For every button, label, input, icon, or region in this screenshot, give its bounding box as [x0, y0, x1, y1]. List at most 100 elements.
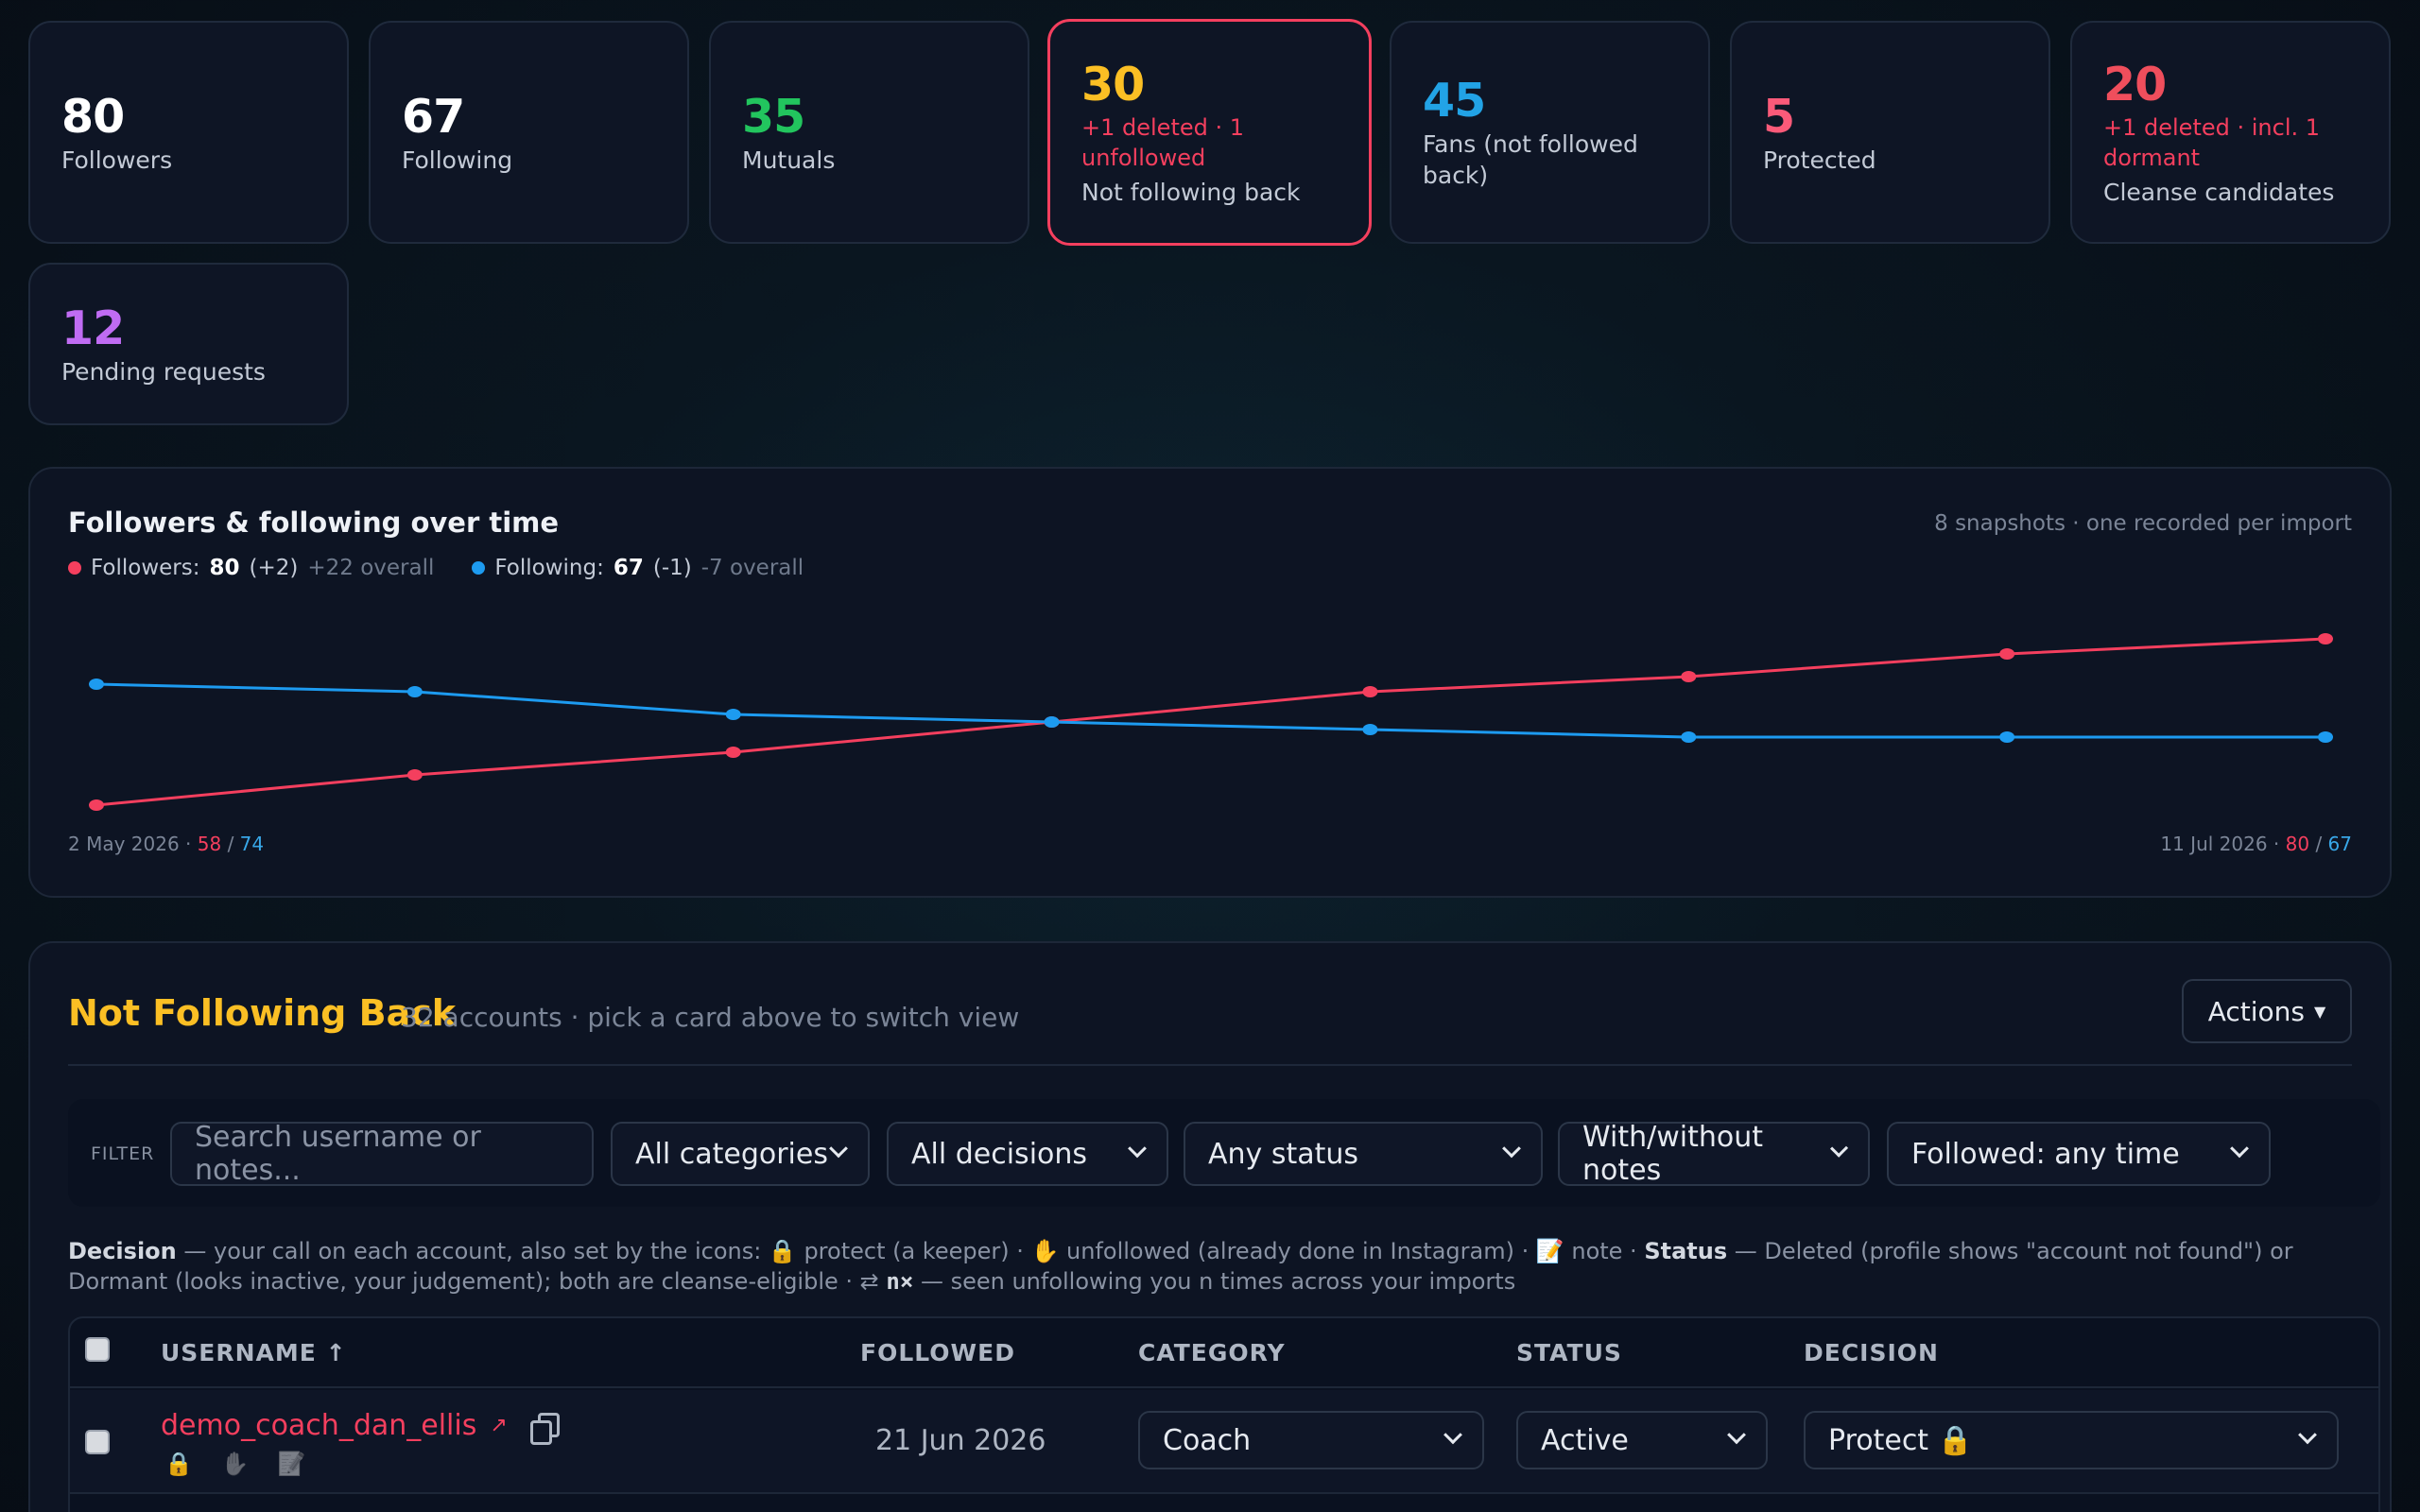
- stat-label: Cleanse candidates: [2103, 178, 2335, 206]
- lock-icon[interactable]: 🔒: [164, 1451, 193, 1477]
- data-point-following: [89, 679, 104, 690]
- hand-icon[interactable]: ✋: [220, 1451, 250, 1477]
- decision-value: Protect 🔒: [1828, 1423, 1973, 1457]
- stat-value: 67: [402, 89, 465, 144]
- not-following-back-panel: Not Following Back 32 accounts · pick a …: [28, 941, 2392, 1512]
- header-decision[interactable]: DECISION: [1804, 1339, 1939, 1366]
- header-username[interactable]: USERNAME ↑: [161, 1339, 347, 1366]
- data-point-followers: [89, 799, 104, 811]
- end-sep: /: [2309, 833, 2328, 855]
- chevron-down-icon: [2230, 1139, 2249, 1159]
- category-filter-value: All categories: [635, 1137, 828, 1171]
- legend-following-label: Following:: [494, 556, 604, 580]
- stat-value: 12: [61, 301, 125, 355]
- divider: [68, 1064, 2352, 1066]
- header-category[interactable]: CATEGORY: [1138, 1339, 1286, 1366]
- series-line-followers: [95, 637, 2326, 807]
- stat-card-protected[interactable]: 5 Protected: [1730, 21, 2050, 244]
- followers-dot-icon: [68, 561, 81, 575]
- stat-card-followers[interactable]: 80 Followers: [28, 21, 349, 244]
- decision-filter-value: All decisions: [911, 1137, 1088, 1171]
- stat-card-not-following-back[interactable]: 30 +1 deleted · 1 unfollowed Not followi…: [1047, 19, 1372, 246]
- stat-value: 30: [1081, 57, 1145, 112]
- chart-end-label: 11 Jul 2026 · 80 / 67: [2160, 833, 2352, 855]
- series-line-following: [95, 682, 2325, 739]
- table-header: USERNAME ↑ FOLLOWED CATEGORY STATUS DECI…: [70, 1318, 2378, 1388]
- legend-following-value: 67: [613, 556, 644, 580]
- stat-label: Followers: [61, 146, 173, 174]
- data-point-followers: [725, 747, 741, 758]
- legend-following: Following: 67 (-1) -7 overall: [472, 556, 804, 580]
- select-all-checkbox[interactable]: [85, 1337, 110, 1362]
- end-following: 67: [2327, 833, 2352, 855]
- row-checkbox[interactable]: [85, 1430, 110, 1454]
- decision-filter-select[interactable]: All decisions: [887, 1122, 1168, 1186]
- chevron-down-icon: [1128, 1139, 1147, 1159]
- search-placeholder: Search username or notes...: [195, 1121, 481, 1187]
- legend-followers-label: Followers:: [91, 556, 200, 580]
- chevron-down-icon: [829, 1139, 848, 1159]
- external-link-icon[interactable]: ↗: [490, 1414, 508, 1437]
- data-point-followers: [1999, 648, 2015, 660]
- category-select[interactable]: Coach: [1138, 1411, 1484, 1469]
- username-link[interactable]: demo_coach_dan_ellis ↗: [161, 1409, 560, 1445]
- stat-value: 80: [61, 89, 125, 144]
- stat-card-cleanse-candidates[interactable]: 20 +1 deleted · incl. 1 dormant Cleanse …: [2070, 21, 2391, 244]
- status-filter-select[interactable]: Any status: [1184, 1122, 1543, 1186]
- status-value: Active: [1541, 1423, 1629, 1457]
- username-text: demo_coach_dan_ellis: [161, 1409, 477, 1442]
- stat-card-pending-requests[interactable]: 12 Pending requests: [28, 263, 349, 425]
- data-point-following: [1044, 716, 1060, 728]
- stat-card-mutuals[interactable]: 35 Mutuals: [709, 21, 1029, 244]
- stat-label: Protected: [1763, 146, 1876, 174]
- help-status-label: Status: [1644, 1238, 1728, 1264]
- end-followers: 80: [2285, 833, 2310, 855]
- data-point-following: [406, 686, 423, 697]
- chart-panel: Followers & following over time 8 snapsh…: [28, 467, 2392, 898]
- header-followed[interactable]: FOLLOWED: [860, 1339, 1015, 1366]
- legend-followers-delta: (+2): [249, 556, 299, 580]
- start-sep: /: [221, 833, 240, 855]
- header-status[interactable]: STATUS: [1516, 1339, 1622, 1366]
- search-input[interactable]: Search username or notes...: [170, 1121, 594, 1187]
- stat-value: 20: [2103, 57, 2167, 112]
- notes-filter-select[interactable]: With/without notes: [1558, 1121, 1870, 1187]
- stat-sub: +1 deleted · incl. 1 dormant: [2103, 113, 2321, 171]
- note-icon[interactable]: 📝: [277, 1451, 306, 1477]
- stat-card-fans[interactable]: 45 Fans (not followed back): [1390, 21, 1710, 244]
- stat-value: 35: [742, 89, 805, 144]
- data-point-following: [1999, 731, 2015, 743]
- data-point-followers: [1681, 671, 1697, 682]
- stat-card-following[interactable]: 67 Following: [369, 21, 689, 244]
- row-action-icons: 🔒 ✋ 📝: [164, 1451, 306, 1477]
- data-point-followers: [2318, 633, 2333, 644]
- stat-value: 45: [1423, 74, 1486, 128]
- filter-label: FILTER: [91, 1143, 155, 1164]
- end-date: 11 Jul 2026 ·: [2160, 833, 2286, 855]
- start-following: 74: [239, 833, 265, 855]
- stat-label: Not following back: [1081, 178, 1301, 206]
- accounts-table: USERNAME ↑ FOLLOWED CATEGORY STATUS DECI…: [68, 1316, 2380, 1512]
- start-followers: 58: [197, 833, 222, 855]
- stat-label: Mutuals: [742, 146, 836, 174]
- help-tail: — seen unfollowing you n times across yo…: [913, 1268, 1516, 1295]
- status-filter-value: Any status: [1208, 1137, 1359, 1171]
- data-point-following: [1362, 724, 1378, 735]
- data-point-following: [2318, 731, 2333, 743]
- status-select[interactable]: Active: [1516, 1411, 1768, 1469]
- actions-button[interactable]: Actions ▼: [2182, 979, 2352, 1043]
- section-title: Not Following Back: [68, 992, 457, 1034]
- copy-icon[interactable]: [529, 1412, 560, 1445]
- legend-following-delta: (-1): [652, 556, 692, 580]
- category-value: Coach: [1163, 1423, 1252, 1457]
- followed-filter-select[interactable]: Followed: any time: [1887, 1122, 2271, 1186]
- category-filter-select[interactable]: All categories: [611, 1122, 870, 1186]
- legend-following-overall: -7 overall: [700, 556, 804, 580]
- stat-label: Following: [402, 146, 513, 174]
- decision-select[interactable]: Protect 🔒: [1804, 1411, 2339, 1469]
- filter-bar: FILTER Search username or notes... All c…: [68, 1099, 2380, 1207]
- chevron-down-icon: [1727, 1425, 1746, 1445]
- following-dot-icon: [472, 561, 486, 575]
- legend-followers-overall: +22 overall: [307, 556, 435, 580]
- data-point-followers: [406, 769, 423, 781]
